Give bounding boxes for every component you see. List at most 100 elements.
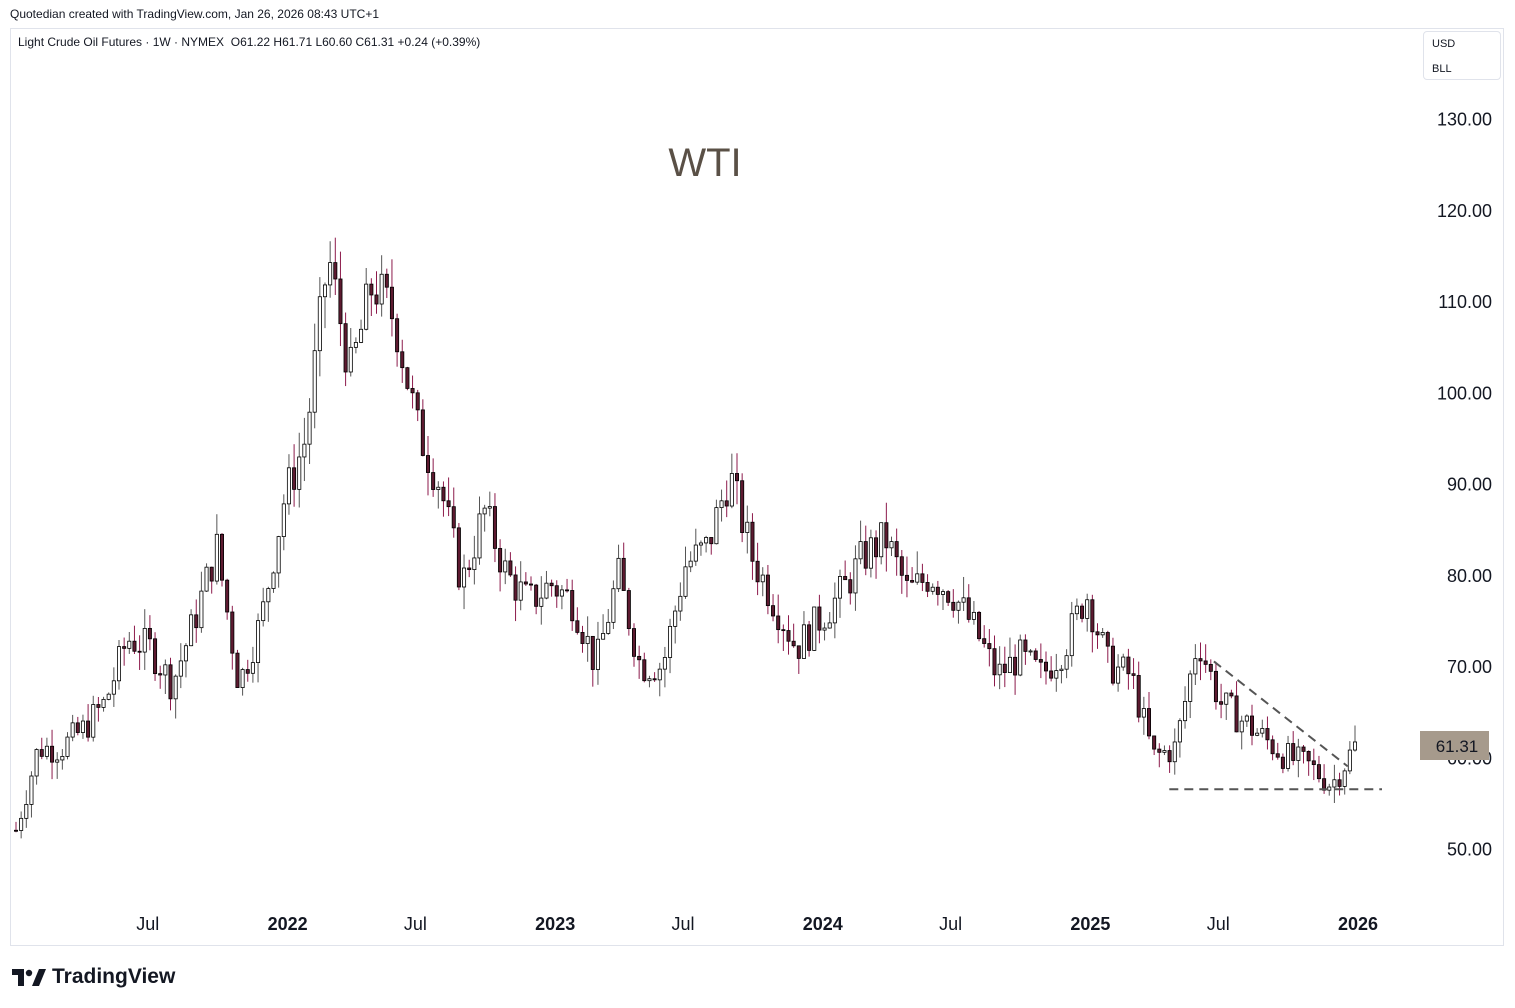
y-tick-label: 80.00	[1447, 566, 1492, 586]
last-price-badge	[1420, 731, 1489, 760]
candle-body	[616, 557, 621, 590]
candle-body	[966, 597, 971, 620]
candle-body	[1275, 753, 1280, 758]
candle-body	[961, 597, 966, 603]
candle-body	[338, 278, 343, 325]
candle-body	[1059, 668, 1064, 671]
candle-body	[1074, 605, 1079, 615]
candle-body	[1069, 613, 1074, 657]
candle-body	[75, 722, 80, 733]
candle-body	[1291, 743, 1296, 761]
candle-body	[230, 611, 235, 654]
candle-body	[266, 588, 271, 603]
candles	[13, 237, 1358, 839]
candle-body	[735, 473, 740, 482]
candle-body	[595, 638, 600, 670]
annotations	[1169, 660, 1382, 791]
tradingview-logo[interactable]: TradingView	[12, 965, 175, 989]
candle-body	[1121, 656, 1126, 668]
candle-body	[977, 611, 982, 640]
candle-body	[281, 503, 286, 537]
candle-body	[611, 588, 616, 623]
candle-body	[668, 625, 673, 658]
candle-body	[997, 663, 1002, 676]
candle-body	[688, 560, 693, 568]
candle-body	[879, 522, 884, 558]
candle-body	[70, 722, 75, 738]
candle-body	[765, 574, 770, 607]
y-tick-label: 130.00	[1437, 110, 1492, 130]
candle-body	[317, 296, 322, 352]
candle-body	[971, 611, 976, 620]
candle-body	[590, 635, 595, 670]
candle-body	[29, 775, 34, 805]
candle-body	[19, 817, 24, 831]
candle-body	[678, 595, 683, 612]
candle-body	[1095, 631, 1100, 636]
candle-body	[286, 467, 291, 505]
currency-unit-selector[interactable]: USD BLL	[1423, 31, 1501, 80]
ohlc-values: O61.22 H61.71 L60.60 C61.31 +0.24 (+0.39…	[230, 35, 481, 49]
candle-body	[1208, 663, 1213, 672]
candle-body	[642, 659, 647, 682]
candle-body	[1270, 739, 1275, 755]
candle-body	[395, 318, 400, 353]
candle-body	[235, 652, 240, 688]
candle-body	[1177, 720, 1182, 743]
candle-body	[276, 536, 281, 574]
candle-body	[111, 680, 116, 695]
candle-body	[1033, 650, 1038, 660]
candle-body	[822, 627, 827, 631]
candle-body	[487, 506, 492, 509]
candle-body	[359, 328, 364, 343]
symbol-legend[interactable]: Light Crude Oil Futures · 1W · NYMEX O61…	[18, 35, 480, 49]
candle-body	[462, 567, 467, 588]
candle-body	[1172, 741, 1177, 763]
symbol-name: Light Crude Oil Futures · 1W · NYMEX	[18, 35, 225, 49]
candle-body	[771, 605, 776, 617]
candle-body	[307, 411, 312, 445]
candle-body	[50, 745, 55, 763]
candle-body	[498, 548, 503, 573]
y-tick-label: 50.00	[1447, 840, 1492, 860]
candle-body	[65, 736, 70, 757]
tradingview-logo-icon	[12, 969, 46, 986]
candle-body	[626, 590, 631, 629]
candle-body	[1018, 639, 1023, 676]
chart-frame	[10, 28, 1504, 946]
candle-body	[1316, 764, 1321, 780]
candle-body	[1126, 656, 1131, 675]
candle-body	[709, 537, 714, 545]
candle-body	[848, 579, 853, 594]
x-tick-label: Jul	[136, 914, 159, 934]
downtrend-line[interactable]	[1213, 660, 1349, 768]
candle-body	[1038, 659, 1043, 663]
candle-body	[400, 351, 405, 369]
candle-body	[1136, 675, 1141, 718]
candle-body	[518, 581, 523, 601]
candle-body	[1188, 673, 1193, 702]
candle-body	[755, 560, 760, 583]
candle-body	[853, 558, 858, 594]
candle-body	[364, 283, 369, 330]
candle-body	[992, 648, 997, 676]
candle-body	[585, 635, 590, 644]
candle-body	[13, 829, 18, 832]
candle-body	[374, 294, 379, 305]
candle-body	[925, 582, 930, 592]
candle-body	[389, 286, 394, 320]
candle-body	[44, 745, 49, 757]
candle-body	[1131, 673, 1136, 676]
candle-body	[523, 581, 528, 585]
x-tick-label: Jul	[1207, 914, 1230, 934]
candle-body	[1301, 746, 1306, 752]
candle-body	[956, 601, 961, 611]
candle-body	[384, 273, 389, 288]
candle-body	[122, 646, 127, 649]
x-tick-label: Jul	[671, 914, 694, 934]
candle-body	[1193, 658, 1198, 675]
candle-body	[1347, 749, 1352, 772]
candle-body	[1265, 728, 1270, 741]
candle-body	[904, 574, 909, 581]
